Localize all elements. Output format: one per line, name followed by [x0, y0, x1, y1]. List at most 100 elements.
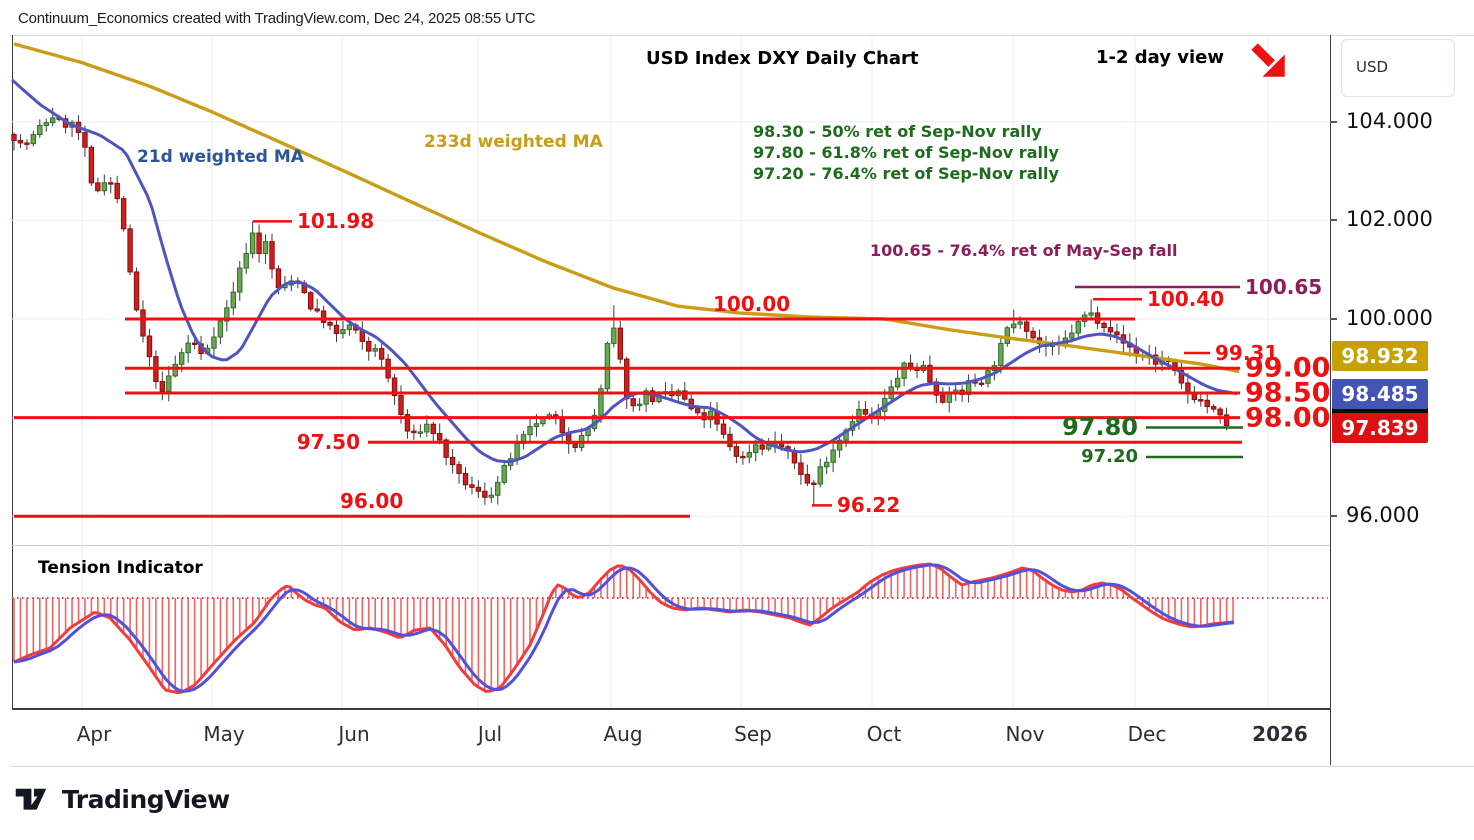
candle-body: [404, 414, 411, 432]
candle-body: [630, 398, 636, 407]
price-pane-canvas[interactable]: [0, 35, 1330, 545]
candle-body: [391, 377, 398, 397]
ma21-label: 21d weighted MA: [137, 147, 304, 167]
candle-body: [604, 342, 611, 390]
candle-body: [894, 377, 901, 388]
fib-line-1: 98.30 - 50% ret of Sep-Nov rally: [753, 122, 1042, 141]
time-axis-label-Aug: Aug: [603, 722, 643, 746]
candle-body: [378, 348, 385, 360]
candle-body: [1223, 414, 1230, 427]
candle-body: [559, 417, 565, 434]
price-scale[interactable]: USD 104.000 102.000 100.000 96.000 98.932 98.…: [1330, 35, 1474, 765]
candle-body: [95, 182, 101, 192]
candle-body: [443, 439, 449, 458]
price-tick-mark: [1330, 515, 1337, 518]
candle-body: [308, 292, 314, 310]
candle-body: [753, 444, 759, 454]
candle-body: [333, 324, 340, 334]
candle-body: [237, 267, 243, 293]
candle-body: [11, 134, 17, 141]
candle-body: [488, 494, 495, 498]
candle-body: [907, 362, 914, 368]
candle-body: [1011, 323, 1017, 329]
time-axis-label-Jul: Jul: [477, 722, 503, 746]
time-axis-label-Sep: Sep: [734, 722, 772, 746]
candle-body: [120, 198, 127, 230]
candle-body: [759, 444, 765, 450]
candle-body: [327, 321, 333, 326]
candle-body: [798, 462, 804, 475]
candle-body: [733, 446, 740, 457]
price-tick-mark: [1330, 120, 1337, 123]
candle-body: [211, 336, 217, 349]
time-axis[interactable]: Apr May Jun Jul Aug Sep Oct Nov Dec 2026: [12, 710, 1330, 765]
candle-body: [224, 307, 230, 322]
candle-body: [475, 486, 482, 492]
candle-body: [1217, 408, 1223, 416]
candle-body: [243, 252, 249, 269]
currency-label: USD: [1356, 58, 1389, 76]
candle-body: [166, 375, 172, 392]
candle-body: [24, 142, 30, 145]
candle-body: [88, 146, 95, 184]
credit-line: Continuum_Economics created with Trading…: [18, 10, 536, 27]
candle-body: [269, 241, 275, 270]
candle-body: [417, 431, 424, 434]
chart-title: USD Index DXY Daily Chart: [646, 48, 919, 69]
candle-body: [1023, 321, 1030, 332]
candle-body: [817, 466, 823, 485]
time-axis-label-Oct: Oct: [866, 722, 902, 746]
candle-body: [978, 382, 985, 386]
candle-body: [501, 464, 507, 483]
candle-body: [1198, 399, 1204, 402]
candle-body: [262, 241, 269, 254]
candle-body: [824, 461, 830, 468]
tradingview-logo[interactable]: TradingView: [14, 782, 314, 822]
candle-body: [217, 320, 224, 338]
tension-pane-canvas[interactable]: [0, 545, 1330, 708]
candle-body: [514, 442, 520, 460]
candle-body: [1211, 406, 1217, 410]
candle-body: [146, 335, 153, 358]
fib-fall-note: 100.65 - 76.4% ret of May-Sep fall: [870, 241, 1178, 260]
candle-body: [179, 352, 185, 365]
candle-body: [17, 139, 24, 144]
candle-body: [636, 403, 643, 407]
candle-body: [346, 324, 353, 331]
candle-body: [82, 132, 88, 148]
candle-body: [372, 348, 378, 352]
price-axis-left-line: [12, 35, 13, 708]
candle-body: [1088, 312, 1094, 316]
time-axis-label-2026: 2026: [1252, 722, 1308, 746]
time-axis-label-Jun: Jun: [338, 722, 370, 746]
candle-body: [811, 482, 817, 485]
frame-bottom-border: [10, 766, 1474, 767]
candle-body: [533, 423, 540, 428]
time-axis-line: [12, 708, 1330, 710]
candle-body: [598, 388, 604, 416]
candle-body: [133, 271, 140, 311]
fib-line-2: 97.80 - 61.8% ret of Sep-Nov rally: [753, 143, 1059, 162]
candle-body: [1030, 330, 1036, 339]
time-axis-label-Dec: Dec: [1127, 722, 1167, 746]
frame-top-border: [10, 35, 1474, 36]
candle-body: [320, 310, 327, 323]
candle-body: [230, 291, 237, 309]
candle-body: [720, 423, 727, 435]
candle-body: [437, 432, 443, 441]
ma233-line: [13, 42, 1240, 374]
candle-body: [43, 122, 49, 126]
candle-body: [127, 228, 133, 273]
time-axis-label-Apr: Apr: [76, 722, 112, 746]
price-tick-102.000: 102.000: [1346, 207, 1433, 232]
pane-divider: [12, 545, 1330, 546]
candle-body: [1107, 327, 1114, 333]
candle-body: [101, 182, 107, 192]
candle-body: [727, 433, 733, 448]
candle-body: [424, 423, 430, 433]
candle-body: [572, 443, 578, 448]
candle-body: [275, 268, 282, 289]
candle-body: [940, 394, 946, 403]
tradingview-logo-icon: [15, 788, 47, 810]
tension-fast-line: [13, 562, 1235, 695]
